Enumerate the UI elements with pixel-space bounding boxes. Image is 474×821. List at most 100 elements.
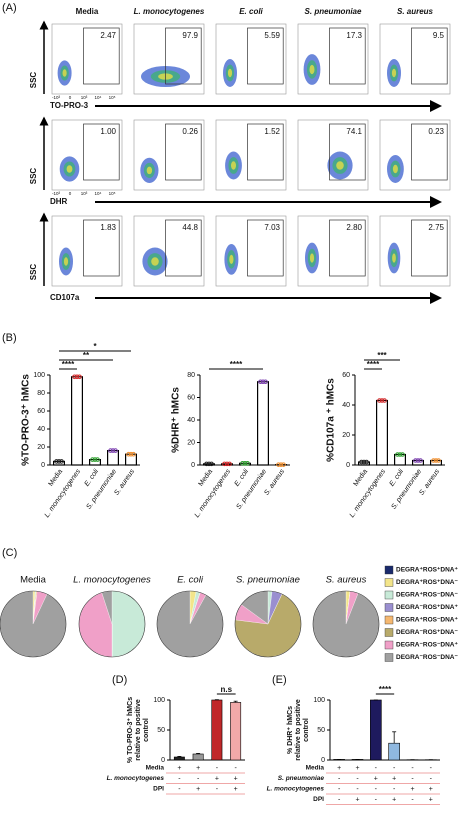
gate-value: 0.26 [182,127,198,136]
y-tick-label: 50 [157,727,165,734]
condition-sign: - [178,786,181,793]
gate-value: 1.83 [100,223,116,232]
significance-label: **** [367,360,380,369]
condition-sign: - [411,765,414,772]
legend-label: DEGRA⁺ROS⁺DNA⁺ [396,567,459,574]
condition-sign: + [355,796,359,803]
flow-tick-label: 10⁵ [109,95,116,100]
panel-label: (B) [2,332,17,344]
column-header: L. monocytogenes [134,7,205,16]
x-axis-label: DHR [50,197,68,206]
replicate-point [361,459,367,465]
pie-outline [312,590,380,658]
panel-label: (D) [112,674,127,686]
flow-plot [297,119,369,191]
condition-sign: - [356,775,359,782]
condition-sign: - [375,786,378,793]
flow-plot [379,119,451,191]
condition-sign: + [215,775,219,782]
pie-slice [0,590,67,658]
legend-swatch [384,653,394,662]
gate-value: 1.00 [100,127,116,136]
replicate-point [209,461,214,467]
bar [192,753,204,761]
replicate-point [204,461,209,467]
pie-title: S. aureus [326,575,367,586]
flow-plot [215,215,287,287]
condition-sign: - [393,765,396,772]
gate [247,123,284,181]
bar [370,699,382,761]
column-header: S. aureus [397,7,434,16]
condition-label: Media [146,765,165,772]
plot-frame [133,215,205,287]
condition-label: L. monocytogenes [107,775,165,782]
legend-swatch [384,615,394,625]
replicate-point [54,459,59,464]
bar [211,699,223,761]
x-tick-label: Media [47,468,64,488]
y-tick-label: 0 [161,757,165,764]
cell-cloud [66,165,73,173]
gate-value: 17.3 [346,31,362,40]
gate-value: 7.03 [264,223,280,232]
gate-value: 2.47 [100,31,116,40]
replicate-point [377,398,382,403]
flow-plot [297,215,369,287]
panel-label: (C) [2,547,17,559]
gate [83,27,120,85]
legend-swatch [384,565,394,575]
condition-sign: - [338,786,341,793]
flow-tick-label: -10³ [52,191,61,196]
bar [173,756,185,761]
condition-sign: + [392,796,396,803]
replicate-point [108,448,113,453]
gate-value: 9.5 [433,31,445,40]
replicate-point [113,448,118,453]
legend-label: DEGRA⁺ROS⁺DNA⁻ [396,579,459,586]
legend-label: DEGRA⁻ROS⁻DNA⁻ [396,654,459,661]
cell-cloud [227,68,233,78]
legend-swatch [384,640,394,650]
cell-cloud [392,164,398,174]
significance-label: n.s [220,685,232,694]
cell-cloud [151,257,159,266]
y-axis-label: %TO-PRO-3⁺ hMCs [21,374,32,466]
replicate-point [276,462,281,467]
cell-cloud [146,166,153,175]
y-axis-label: control [303,718,310,742]
significance-label: **** [62,360,75,369]
bar [394,453,407,466]
gate [329,219,366,277]
gate [411,219,448,277]
replicate-point [74,374,80,380]
flow-plot [379,215,451,287]
y-axis-label: control [143,718,150,742]
condition-sign: - [375,796,378,803]
legend-swatch [384,628,394,637]
y-tick-label: 40 [37,426,45,433]
flow-plot [51,119,123,191]
gate [329,27,366,85]
x-tick-label: E. coli [83,468,100,488]
condition-label: S. pneumoniae [278,775,325,782]
flow-plot [133,119,205,191]
y-axis-label: %DHR⁺ hMCs [171,387,182,453]
y-tick-label: 40 [342,402,350,409]
replicate-point [397,452,403,457]
flow-plot [297,23,369,95]
x-tick-label: L. monocytogenes [349,468,388,519]
condition-sign: + [429,786,433,793]
replicate-point [278,462,284,467]
replicate-point [110,448,116,453]
gate-value: 74.1 [346,127,362,136]
y-tick-label: 80 [187,372,195,379]
column-header: S. pneumoniae [305,7,362,16]
pie-outline [156,590,224,658]
significance-label: * [93,342,97,351]
legend-label: DEGRA⁺ROS⁻DNA⁺ [396,617,459,624]
panel-label: (E) [272,674,287,686]
replicate-point [263,379,268,385]
legend-label: DEGRA⁻ROS⁻DNA⁺ [396,642,459,649]
replicate-point [258,379,263,385]
